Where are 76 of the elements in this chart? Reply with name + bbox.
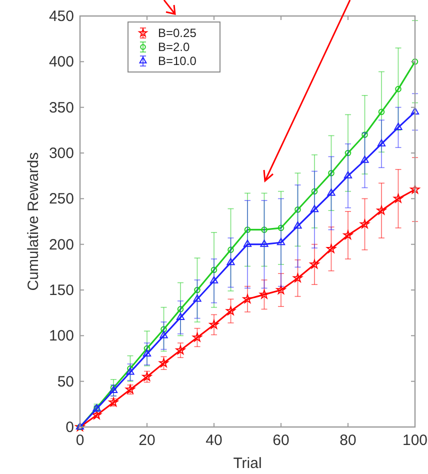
point [293, 273, 302, 282]
point [176, 345, 186, 354]
point [176, 312, 185, 320]
y-tick-label: 400 [48, 54, 74, 71]
point [276, 238, 286, 246]
point [159, 358, 168, 368]
y-tick-label: 0 [66, 419, 74, 436]
point [328, 170, 334, 176]
point [410, 184, 420, 194]
point [142, 349, 152, 356]
point [378, 108, 385, 116]
y-tick-label: 300 [48, 145, 74, 162]
point [160, 326, 167, 332]
x-axis-title: Trial [233, 455, 262, 472]
point [360, 156, 369, 163]
point [226, 258, 235, 266]
point [261, 226, 268, 233]
point [92, 410, 102, 420]
point [310, 260, 320, 269]
y-tick-label: 100 [48, 328, 74, 345]
y-tick-label: 150 [48, 282, 74, 299]
point [244, 226, 251, 233]
point [394, 194, 403, 203]
point [210, 276, 218, 284]
y-tick-label: 350 [48, 99, 74, 116]
x-tick-label: 0 [76, 432, 84, 449]
point [243, 240, 252, 247]
legend-label: B=10.0 [158, 54, 197, 68]
y-tick-label: 50 [57, 373, 74, 390]
point [226, 306, 236, 316]
point [410, 107, 420, 114]
legend-label: B=2.0 [158, 40, 190, 54]
point [194, 286, 200, 294]
point [376, 206, 386, 215]
point [327, 188, 336, 196]
y-tick-label: 250 [48, 190, 74, 208]
point [294, 206, 301, 213]
point [260, 240, 268, 247]
point [109, 386, 118, 394]
point [192, 332, 202, 342]
point [394, 122, 402, 130]
x-tick-label: 80 [340, 432, 356, 449]
point [343, 230, 353, 240]
point [242, 294, 252, 304]
x-tick-label: 40 [206, 432, 222, 449]
y-tick-label: 200 [48, 236, 74, 254]
point [344, 171, 352, 178]
point [126, 368, 134, 375]
point [360, 219, 370, 228]
point [278, 224, 284, 232]
point [311, 188, 318, 194]
point [377, 139, 386, 146]
point [160, 331, 168, 338]
point [210, 266, 218, 274]
point [193, 294, 202, 302]
point [326, 244, 336, 253]
point [395, 86, 402, 92]
point [344, 150, 352, 156]
point [177, 306, 184, 312]
point [294, 221, 302, 229]
point [276, 285, 286, 294]
point [110, 384, 117, 391]
point [362, 132, 368, 138]
point [228, 246, 234, 253]
y-axis-title: Cumulative Rewards [25, 152, 42, 291]
x-tick-label: 100 [402, 432, 428, 449]
point [144, 345, 150, 352]
x-tick-label: 20 [138, 432, 156, 449]
x-tick-label: 60 [272, 432, 290, 449]
legend-label: B=0.25 [158, 26, 197, 40]
point [310, 205, 319, 212]
point [142, 372, 152, 381]
point [260, 290, 269, 299]
point [127, 365, 134, 372]
point [209, 320, 219, 329]
y-tick-label: 450 [48, 8, 74, 25]
